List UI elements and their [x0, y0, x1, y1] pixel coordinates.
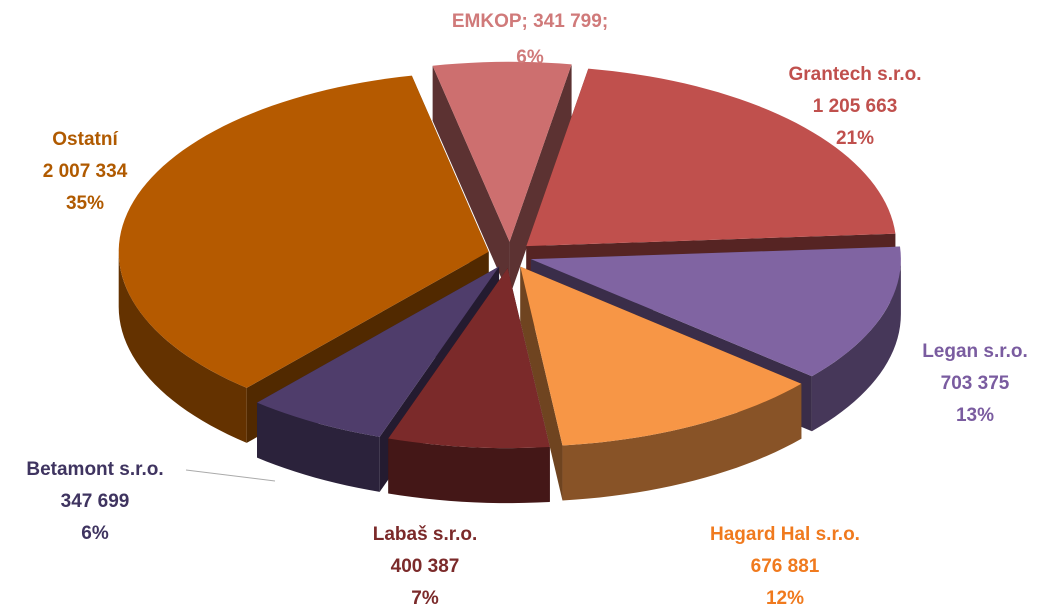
- value-label: 703 375: [941, 373, 1010, 394]
- slice: [118, 75, 489, 388]
- slice: [526, 68, 896, 247]
- slice-wall: [562, 383, 802, 501]
- value-label: 676 881: [751, 556, 820, 577]
- category-label: Ostatní: [52, 129, 118, 150]
- slice-wall: [118, 251, 247, 443]
- percent-label: 35%: [66, 193, 104, 214]
- slice: [432, 61, 572, 242]
- percent-label: 6%: [516, 47, 544, 68]
- value-label: 341 799: [533, 11, 602, 32]
- slice-wall: [388, 438, 550, 504]
- slice: [257, 266, 500, 437]
- slice-side: [432, 65, 510, 297]
- slice: [530, 246, 901, 377]
- category-label: EMKOP: [452, 11, 522, 32]
- value-label: 1 205 663: [813, 96, 898, 117]
- percent-label: 12%: [766, 588, 804, 605]
- slice-group: [520, 266, 802, 501]
- category-label: Grantech s.r.o.: [788, 64, 921, 85]
- slice-side: [509, 64, 572, 297]
- slice-wall: [811, 259, 901, 432]
- value-label: 2 007 334: [43, 161, 128, 182]
- percent-label: 6%: [81, 523, 109, 544]
- slice-group: [388, 268, 550, 504]
- slice-side: [520, 266, 563, 501]
- slice: [388, 268, 550, 449]
- category-label: Betamont s.r.o.: [26, 459, 163, 480]
- category-label: Legan s.r.o.: [922, 341, 1028, 362]
- value-label: 347 699: [61, 491, 130, 512]
- percent-label: 21%: [836, 128, 874, 149]
- data-label: EMKOP; 341 799;: [452, 11, 608, 32]
- category-label: Labaš s.r.o.: [373, 524, 478, 545]
- slice-group: [432, 61, 572, 297]
- percent-label: 13%: [956, 405, 994, 426]
- category-label: Hagard Hal s.r.o.: [710, 524, 860, 545]
- slice: [520, 266, 802, 446]
- slice-wall: [257, 402, 380, 492]
- separator: ;: [522, 11, 528, 32]
- leader-line: [185, 469, 276, 482]
- value-label: 400 387: [391, 556, 460, 577]
- separator: ;: [602, 11, 608, 32]
- percent-label: 7%: [411, 588, 439, 605]
